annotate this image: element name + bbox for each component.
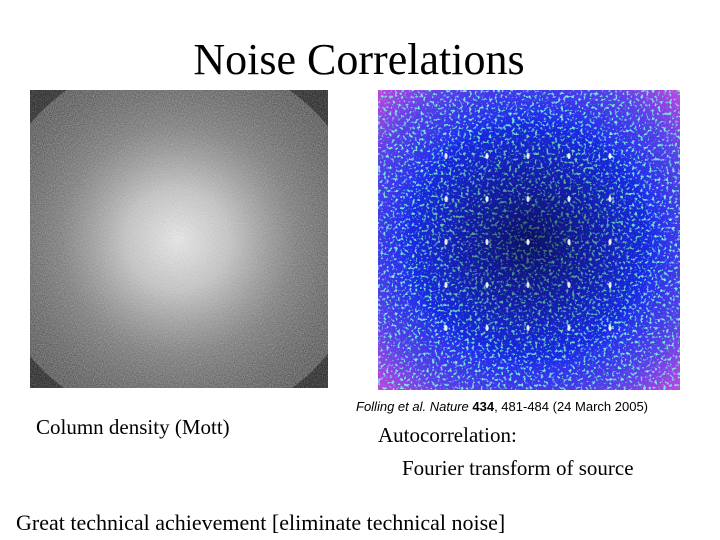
- right-caption-line1: Autocorrelation:: [378, 423, 517, 447]
- footer-text: Great technical achievement [eliminate t…: [16, 510, 506, 535]
- citation-volume: 434: [472, 399, 495, 414]
- column-density-graphic: [30, 90, 328, 388]
- correlation-peak: [485, 282, 489, 288]
- citation: Folling et al. Nature 434, 481-484 (24 M…: [356, 398, 648, 416]
- autocorrelation-graphic: [378, 90, 680, 390]
- correlation-peak: [608, 239, 612, 245]
- correlation-peaks: [444, 153, 612, 331]
- correlation-peak: [526, 196, 530, 202]
- correlation-peak: [526, 239, 530, 245]
- citation-rest: , 481-484 (24 March 2005): [494, 399, 649, 414]
- autocorrelation-image: [378, 90, 680, 390]
- correlation-peak: [444, 153, 448, 159]
- right-caption-line2: Fourier transform of source: [402, 456, 634, 480]
- column-density-image: [30, 90, 328, 388]
- correlation-peak: [444, 325, 448, 331]
- correlation-peak: [526, 282, 530, 288]
- correlation-peak: [485, 196, 489, 202]
- correlation-peak: [608, 153, 612, 159]
- correlation-peak: [444, 239, 448, 245]
- correlation-peak: [526, 153, 530, 159]
- correlation-peak: [526, 325, 530, 331]
- correlation-peak: [567, 196, 571, 202]
- correlation-peak: [444, 196, 448, 202]
- correlation-peak: [567, 282, 571, 288]
- correlation-peak: [567, 239, 571, 245]
- correlation-peak: [444, 282, 448, 288]
- correlation-peak: [485, 153, 489, 159]
- correlation-peak: [567, 153, 571, 159]
- citation-journal: Nature: [429, 399, 469, 414]
- left-caption: Column density (Mott): [36, 415, 230, 439]
- correlation-peak: [608, 325, 612, 331]
- slide-title: Noise Correlations: [193, 35, 525, 84]
- correlation-peak: [485, 239, 489, 245]
- correlation-peak: [608, 282, 612, 288]
- correlation-peak: [608, 196, 612, 202]
- citation-authors: Folling et al.: [356, 399, 427, 414]
- correlation-peak: [485, 325, 489, 331]
- correlation-peak: [567, 325, 571, 331]
